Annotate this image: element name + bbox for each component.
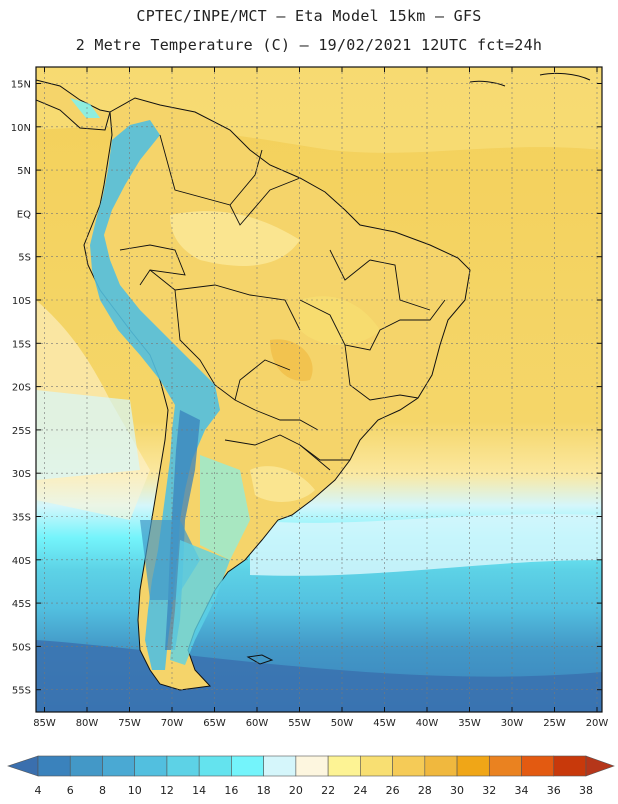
legend-swatch	[424, 755, 458, 777]
legend-label: 8	[99, 784, 106, 797]
temperature-field	[36, 67, 602, 712]
legend-swatch	[134, 755, 168, 777]
latitude-labels: 15N 10N 5N EQ 5S 10S 15S 20S 25S 30S 35S 40S 45S 50S 5…	[11, 80, 31, 697]
legend-label: 26	[386, 784, 400, 797]
graticule	[36, 67, 602, 712]
legend-swatch	[37, 755, 71, 777]
legend-swatch	[295, 755, 329, 777]
legend-swatch	[553, 755, 587, 777]
legend-swatch	[231, 755, 264, 777]
lat-label: 20S	[12, 383, 31, 394]
lat-label: 10S	[12, 296, 31, 307]
lon-label: 60W	[246, 718, 269, 729]
legend-label: 36	[547, 784, 561, 797]
legend-swatch	[488, 755, 522, 777]
legend-swatch	[69, 755, 103, 777]
lat-label: 15N	[11, 80, 31, 91]
legend-swatch	[392, 755, 426, 777]
legend-label: 12	[160, 784, 174, 797]
lat-label: 35S	[12, 513, 31, 524]
legend-swatch	[166, 755, 200, 777]
map-subtitle: 2 Metre Temperature (C) – 19/02/2021 12U…	[75, 36, 543, 54]
legend-label: 18	[257, 784, 271, 797]
legend-label: 22	[321, 784, 335, 797]
lat-label: 15S	[12, 339, 31, 350]
legend-label: 16	[224, 784, 238, 797]
lat-label: 25S	[12, 426, 31, 437]
longitude-labels: 85W 80W 75W 70W 65W 60W 55W 50W 45W 40W 35W 30W 25W 2…	[33, 718, 608, 729]
lat-label: 5S	[18, 253, 31, 264]
map-title: CPTEC/INPE/MCT – Eta Model 15km – GFS	[136, 7, 482, 25]
lon-label: 75W	[118, 718, 141, 729]
legend-swatch	[456, 755, 490, 777]
lon-label: 80W	[76, 718, 99, 729]
legend-arrow-low	[7, 755, 39, 777]
andes-cold-band	[90, 120, 220, 670]
lon-label: 65W	[203, 718, 226, 729]
lon-label: 30W	[501, 718, 524, 729]
legend-swatch	[521, 755, 555, 777]
lat-label: 45S	[12, 599, 31, 610]
lat-label: 55S	[12, 686, 31, 697]
lat-label: EQ	[17, 209, 31, 220]
lat-label: 10N	[11, 123, 31, 134]
lon-label: 70W	[161, 718, 184, 729]
lat-label: 5N	[17, 166, 31, 177]
legend-label: 38	[579, 784, 593, 797]
color-legend: 4 6 8 10 12 14 16 18 20 22 24 26 28 30 32 34 36 38	[7, 755, 615, 797]
legend-swatch	[198, 755, 232, 777]
legend-label: 4	[35, 784, 42, 797]
lat-label: 30S	[12, 469, 31, 480]
lat-label: 40S	[12, 556, 31, 567]
lon-label: 45W	[373, 718, 396, 729]
legend-label: 14	[192, 784, 206, 797]
map-frame	[35, 66, 603, 713]
lon-label: 55W	[288, 718, 311, 729]
lon-label: 40W	[416, 718, 439, 729]
legend-label: 20	[289, 784, 303, 797]
legend-label: 24	[353, 784, 367, 797]
legend-label: 32	[482, 784, 496, 797]
lon-label: 25W	[543, 718, 566, 729]
legend-swatch	[327, 755, 361, 777]
legend-swatch	[102, 755, 136, 777]
legend-arrow-high	[585, 755, 615, 777]
lon-label: 50W	[331, 718, 354, 729]
legend-label: 30	[450, 784, 464, 797]
lon-label: 85W	[33, 718, 56, 729]
legend-swatch	[263, 755, 297, 777]
lon-label: 35W	[458, 718, 481, 729]
lat-label: 50S	[12, 642, 31, 653]
legend-label: 6	[67, 784, 74, 797]
lon-label: 20W	[586, 718, 609, 729]
legend-label: 10	[128, 784, 142, 797]
legend-label: 28	[418, 784, 432, 797]
legend-label: 34	[515, 784, 529, 797]
legend-swatch	[360, 755, 393, 777]
